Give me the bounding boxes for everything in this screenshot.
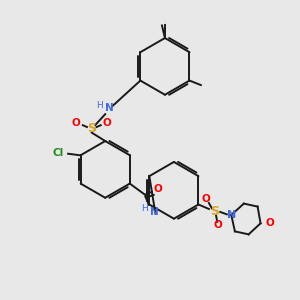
Text: S: S xyxy=(210,206,219,218)
Text: O: O xyxy=(214,220,222,230)
Text: O: O xyxy=(72,118,81,128)
Text: N: N xyxy=(150,207,159,217)
Text: H: H xyxy=(96,101,103,110)
Text: S: S xyxy=(87,122,96,135)
Text: Cl: Cl xyxy=(53,148,64,158)
Text: O: O xyxy=(103,118,112,128)
Text: H: H xyxy=(141,204,148,213)
Text: N: N xyxy=(227,210,236,220)
Text: O: O xyxy=(154,184,162,194)
Text: N: N xyxy=(105,103,113,113)
Text: O: O xyxy=(202,194,210,204)
Text: O: O xyxy=(266,218,275,228)
